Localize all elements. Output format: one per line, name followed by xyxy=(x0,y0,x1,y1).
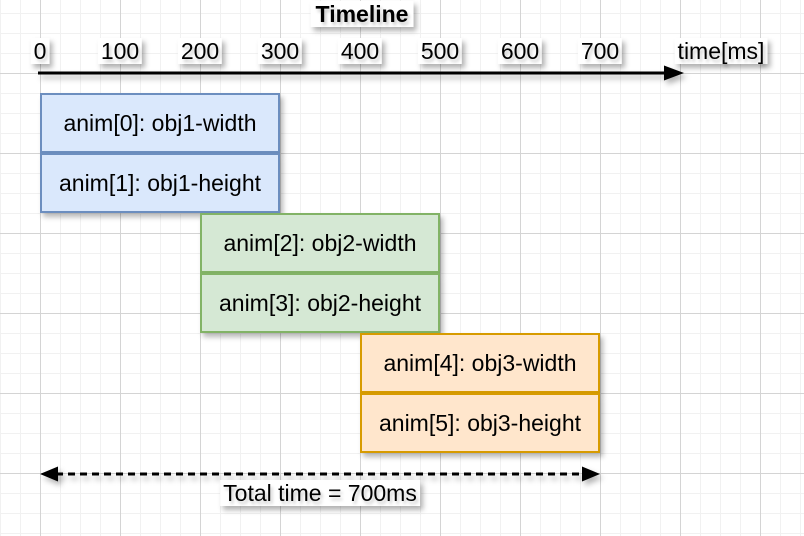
axis-tick-label: 300 xyxy=(257,38,303,64)
axis-tick-label: 700 xyxy=(577,38,623,64)
anim-bar-0: anim[0]: obj1-width xyxy=(40,93,280,153)
anim-bar-5: anim[5]: obj3-height xyxy=(360,393,600,453)
anim-bar-1: anim[1]: obj1-height xyxy=(40,153,280,213)
axis-tick-label: 600 xyxy=(497,38,543,64)
diagram-title: Timeline xyxy=(310,1,414,27)
axis-tick-label: 0 xyxy=(30,38,50,64)
arrowhead-right-icon xyxy=(582,466,600,482)
axis-tick-label: 100 xyxy=(97,38,143,64)
axis-tick-label: 200 xyxy=(177,38,223,64)
axis-tick-label: 400 xyxy=(337,38,383,64)
axis-tick-label: 500 xyxy=(417,38,463,64)
total-time-arrow xyxy=(40,466,600,482)
arrowhead-left-icon xyxy=(40,466,58,482)
total-time-label: Total time = 700ms xyxy=(220,480,420,506)
axis-unit-label: time[ms] xyxy=(674,38,768,64)
anim-bar-4: anim[4]: obj3-width xyxy=(360,333,600,393)
arrowhead-right-icon xyxy=(664,65,684,81)
anim-bar-2: anim[2]: obj2-width xyxy=(200,213,440,273)
time-axis-arrow xyxy=(38,65,684,81)
anim-bar-3: anim[3]: obj2-height xyxy=(200,273,440,333)
